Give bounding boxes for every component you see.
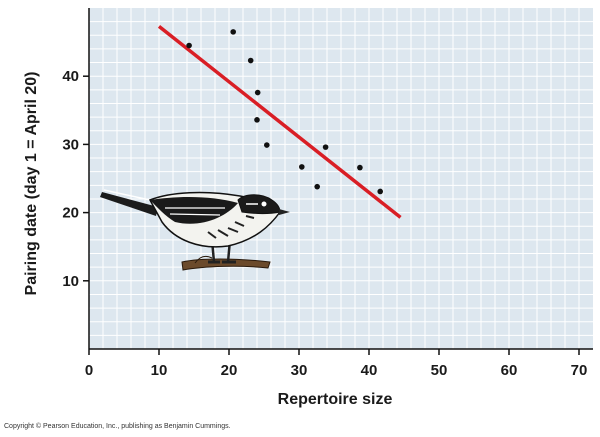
x-axis-label: Repertoire size bbox=[278, 391, 393, 408]
y-axis: 10 20 30 40 bbox=[62, 8, 90, 349]
copyright-notice: Copyright © Pearson Education, Inc., pub… bbox=[4, 423, 231, 430]
x-tick-label: 0 bbox=[85, 362, 93, 379]
y-tick-label: 20 bbox=[62, 205, 79, 222]
data-point bbox=[254, 117, 260, 123]
y-tick-label: 40 bbox=[62, 68, 79, 85]
data-point bbox=[357, 164, 363, 171]
x-tick-label: 60 bbox=[501, 362, 518, 379]
data-point bbox=[186, 42, 192, 49]
y-tick-label: 10 bbox=[62, 273, 79, 290]
x-tick-label: 70 bbox=[571, 362, 588, 379]
y-axis-label: Pairing date (day 1 = April 20) bbox=[23, 72, 40, 296]
x-axis: 0 10 20 30 40 50 60 70 bbox=[85, 348, 593, 379]
data-point bbox=[299, 164, 305, 170]
x-tick-label: 20 bbox=[221, 362, 238, 379]
y-tick-label: 30 bbox=[62, 136, 79, 153]
x-tick-label: 40 bbox=[361, 362, 378, 379]
x-tick-label: 50 bbox=[431, 362, 448, 379]
data-point bbox=[264, 142, 270, 148]
data-point bbox=[322, 144, 329, 150]
data-points bbox=[186, 29, 384, 195]
data-point bbox=[230, 29, 236, 35]
data-point bbox=[377, 188, 384, 195]
x-tick-label: 10 bbox=[151, 362, 168, 379]
warbler-illustration bbox=[100, 189, 290, 271]
trend-line bbox=[157, 25, 402, 219]
data-point bbox=[314, 183, 321, 190]
data-point bbox=[247, 57, 254, 64]
x-tick-label: 30 bbox=[291, 362, 308, 379]
data-point bbox=[254, 89, 261, 96]
